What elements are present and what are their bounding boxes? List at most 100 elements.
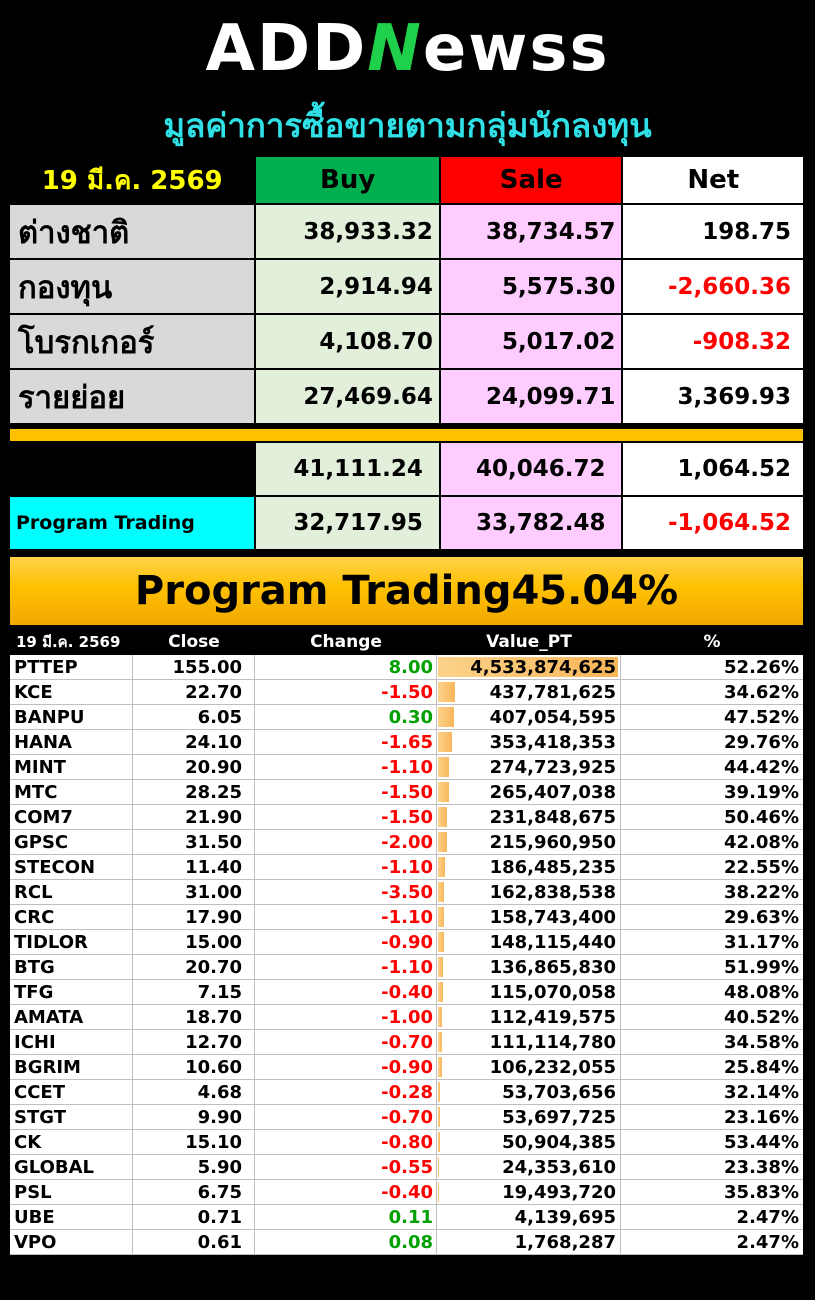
table-row: TFG 7.15 -0.40 115,070,058 48.08% [10,980,803,1005]
value-pt-text: 53,697,725 [502,1106,616,1128]
value-databar [438,807,448,827]
symbol-cell: ICHI [10,1030,133,1054]
table-row: CRC 17.90 -1.10 158,743,400 29.63% [10,905,803,930]
symbol-cell: TIDLOR [10,930,133,954]
symbol-cell: CRC [10,905,133,929]
value-databar [438,832,447,852]
summary-header-row: 19 มี.ค. 2569 Buy Sale Net [10,157,803,203]
investor-name: กองทุน [10,260,255,313]
value-databar [438,1082,441,1102]
close-cell: 0.61 [133,1230,255,1254]
close-cell: 9.90 [133,1105,255,1129]
value-pt-text: 50,904,385 [502,1131,616,1153]
change-cell: -0.70 [255,1105,437,1129]
close-cell: 28.25 [133,780,255,804]
symbol-cell: PTTEP [10,655,133,679]
value-pt-cell: 274,723,925 [437,755,621,779]
close-cell: 12.70 [133,1030,255,1054]
value-pt-cell: 24,353,610 [437,1155,621,1179]
table-row: MINT 20.90 -1.10 274,723,925 44.42% [10,755,803,780]
change-cell: 0.11 [255,1205,437,1229]
value-pt-cell: 158,743,400 [437,905,621,929]
symbol-cell: CK [10,1130,133,1154]
net-header: Net [623,157,803,203]
percent-cell: 50.46% [724,806,799,828]
table-row: ICHI 12.70 -0.70 111,114,780 34.58% [10,1030,803,1055]
stock-table-header: 19 มี.ค. 2569 Close Change Value_PT % [10,630,803,654]
symbol-cell: CCET [10,1080,133,1104]
investor-buy: 2,914.94 [256,260,439,313]
close-cell: 4.68 [133,1080,255,1104]
sale-header: Sale [440,157,622,203]
investor-sale: 24,099.71 [440,370,622,423]
banner-label: Program Trading [134,568,512,614]
value-databar [438,1182,439,1202]
value-pt-text: 53,703,656 [502,1081,616,1103]
change-cell: -0.80 [255,1130,437,1154]
change-cell: -0.90 [255,930,437,954]
value-pt-text: 437,781,625 [489,681,616,703]
value-pt-cell: 50,904,385 [437,1130,621,1154]
non-program-buy: 41,111.24 [256,443,439,495]
value-pt-cell: 162,838,538 [437,880,621,904]
symbol-cell: PSL [10,1180,133,1204]
symbol-cell: VPO [10,1230,133,1254]
value-databar [438,932,444,952]
non-program-net: 1,064.52 [623,443,803,495]
program-sale: 33,782.48 [440,497,622,549]
value-databar [438,1007,443,1027]
close-cell: 31.00 [133,880,255,904]
close-cell: 21.90 [133,805,255,829]
value-databar [438,782,449,802]
value-pt-text: 162,838,538 [489,881,616,903]
value-pt-cell: 186,485,235 [437,855,621,879]
value-databar [438,732,453,752]
symbol-cell: STGT [10,1105,133,1129]
value-databar [438,857,446,877]
change-cell: -1.10 [255,755,437,779]
percent-cell: 34.62% [724,681,799,703]
percent-cell: 40.52% [724,1006,799,1028]
table-row: PSL 6.75 -0.40 19,493,720 35.83% [10,1180,803,1205]
value-pt-text: 158,743,400 [489,906,616,928]
non-program-sale: 40,046.72 [440,443,622,495]
close-cell: 20.90 [133,755,255,779]
close-cell: 17.90 [133,905,255,929]
investor-buy: 27,469.64 [256,370,439,423]
change-cell: -3.50 [255,880,437,904]
value-databar [438,657,618,677]
value-pt-cell: 136,865,830 [437,955,621,979]
close-cell: 31.50 [133,830,255,854]
investor-sale: 38,734.57 [440,205,622,258]
percent-cell: 22.55% [724,856,799,878]
percent-cell: 44.42% [724,756,799,778]
percent-cell: 48.08% [724,981,799,1003]
value-databar [438,1157,439,1177]
header-date: 19 มี.ค. 2569 [16,633,121,651]
header-percent: % [703,632,721,652]
close-cell: 7.15 [133,980,255,1004]
change-cell: -1.50 [255,780,437,804]
change-cell: -0.90 [255,1055,437,1079]
table-row: TIDLOR 15.00 -0.90 148,115,440 31.17% [10,930,803,955]
logo-text-n: N [367,12,423,86]
value-pt-cell: 437,781,625 [437,680,621,704]
percent-cell: 47.52% [724,706,799,728]
value-pt-cell: 215,960,950 [437,830,621,854]
investor-row: โบรกเกอร์ 4,108.70 5,017.02 -908.32 [10,315,803,368]
addnewss-logo: ADDNewss [0,10,815,88]
percent-cell: 2.47% [736,1206,799,1228]
table-row: BANPU 6.05 0.30 407,054,595 47.52% [10,705,803,730]
value-pt-cell: 4,533,874,625 [437,655,621,679]
change-cell: 0.30 [255,705,437,729]
symbol-cell: GPSC [10,830,133,854]
table-row: BTG 20.70 -1.10 136,865,830 51.99% [10,955,803,980]
non-program-trading-row: Non Program Trading 41,111.24 40,046.72 … [10,443,803,495]
table-row: AMATA 18.70 -1.00 112,419,575 40.52% [10,1005,803,1030]
close-cell: 20.70 [133,955,255,979]
value-pt-text: 186,485,235 [489,856,616,878]
change-cell: -0.28 [255,1080,437,1104]
change-cell: 8.00 [255,655,437,679]
percent-cell: 29.76% [724,731,799,753]
value-pt-text: 136,865,830 [489,956,616,978]
